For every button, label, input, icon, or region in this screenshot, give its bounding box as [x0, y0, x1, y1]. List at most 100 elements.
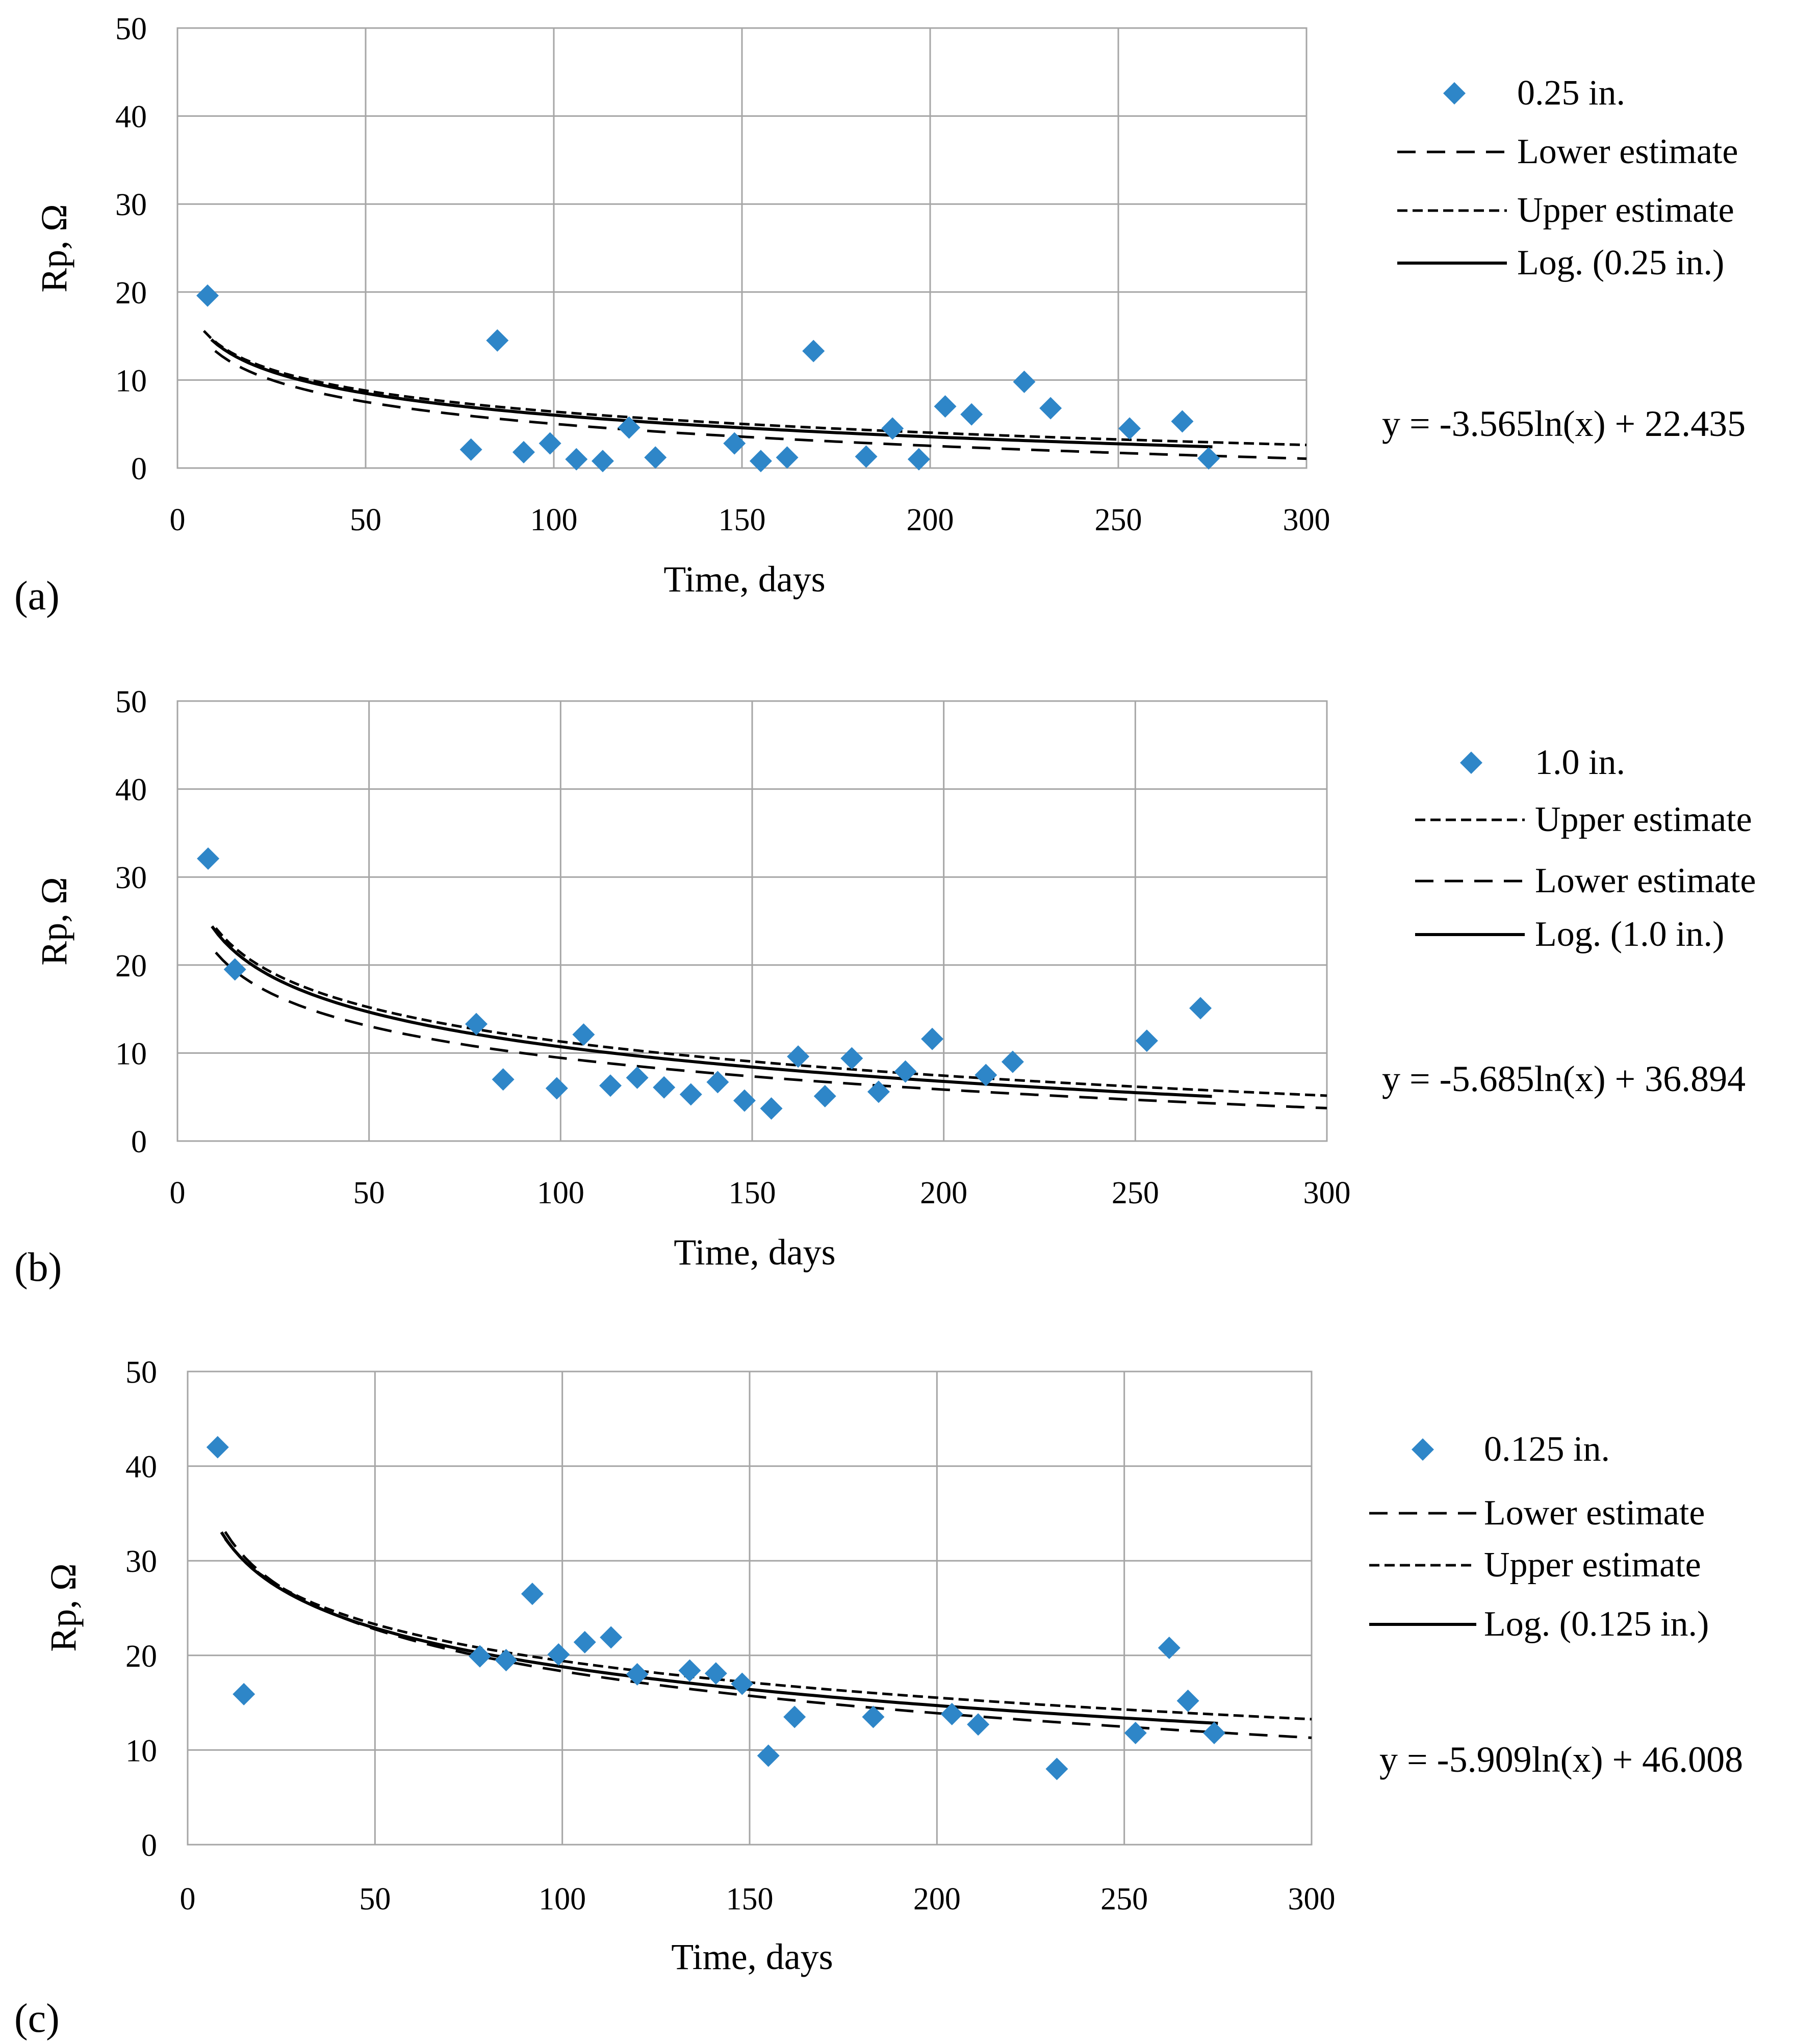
legend-label: Upper estimate	[1517, 191, 1734, 230]
data-point	[565, 448, 588, 471]
x-tick-label: 150	[729, 1176, 776, 1210]
y-tick-label: 0	[131, 452, 147, 486]
data-point	[573, 1631, 596, 1653]
data-point	[678, 1659, 701, 1682]
data-point	[1124, 1721, 1147, 1744]
data-point	[1202, 1721, 1225, 1744]
x-tick-label: 300	[1283, 503, 1330, 537]
y-tick-label: 10	[115, 1037, 147, 1071]
data-point	[1045, 1757, 1068, 1780]
data-point	[679, 1083, 702, 1106]
data-point	[757, 1744, 780, 1767]
data-point	[545, 1077, 568, 1100]
y-tick-label: 50	[125, 1355, 157, 1390]
data-point	[975, 1064, 997, 1086]
legend-label: 0.125 in.	[1484, 1430, 1610, 1469]
panel-b: 0 50 100 150 200 250 300 0 10 20 30 40 50 Time, days R…	[14, 685, 1756, 1290]
panel-c: 0 50 100 150 200 250 300 0 10 20 30 40 50 Time, days R…	[14, 1355, 1743, 2041]
data-point	[1039, 397, 1062, 420]
x-tick-label: 50	[359, 1882, 391, 1917]
x-axis-title: Time, days	[663, 559, 825, 600]
data-point	[521, 1583, 544, 1606]
data-point	[197, 847, 220, 870]
y-tick-label: 40	[125, 1450, 157, 1485]
x-tick-label: 50	[350, 503, 381, 537]
x-axis-title: Time, days	[674, 1232, 835, 1273]
y-tick-label: 0	[131, 1125, 147, 1159]
x-tick-label: 100	[539, 1882, 586, 1917]
data-point	[862, 1705, 885, 1728]
trendline-equation: y = -5.685ln(x) + 36.894	[1382, 1058, 1746, 1099]
data-point	[626, 1663, 649, 1686]
x-tick-label: 100	[530, 503, 578, 537]
x-tick-label: 50	[353, 1176, 385, 1210]
data-point	[749, 450, 772, 473]
data-point	[599, 1074, 622, 1097]
data-point	[881, 417, 904, 440]
x-tick-label: 300	[1303, 1176, 1351, 1210]
y-tick-label: 40	[115, 100, 147, 135]
y-tick-label: 50	[115, 12, 147, 46]
series-line	[220, 1531, 1218, 1725]
x-tick-label: 100	[537, 1176, 584, 1210]
y-tick-label: 50	[115, 685, 147, 719]
y-tick-label: 0	[141, 1828, 157, 1863]
data-point	[907, 448, 930, 471]
data-point	[465, 1013, 488, 1036]
y-tick-label: 20	[115, 949, 147, 984]
x-tick-label: 250	[1100, 1882, 1148, 1917]
data-point	[1176, 1689, 1199, 1712]
data-point	[600, 1626, 623, 1649]
data-point	[1158, 1636, 1181, 1659]
series-line	[215, 951, 1327, 1109]
data-point	[867, 1080, 890, 1103]
data-point	[469, 1645, 492, 1668]
data-point	[644, 446, 667, 469]
data-point	[618, 416, 640, 439]
series-line	[210, 338, 1213, 449]
legend-marker	[1460, 752, 1482, 774]
series-line	[224, 1538, 1312, 1721]
data-point	[723, 432, 746, 455]
data-point	[539, 432, 561, 455]
data-point	[1118, 417, 1141, 440]
x-tick-label: 300	[1288, 1882, 1336, 1917]
data-point	[512, 441, 535, 463]
panel-a: 0 50 100 150 200 250 300 0 10 20 30 40 50 Time, days R…	[14, 12, 1746, 618]
y-tick-label: 30	[125, 1544, 157, 1579]
legend-label: Upper estimate	[1535, 800, 1752, 839]
legend-marker	[1412, 1438, 1434, 1461]
data-point	[547, 1643, 570, 1666]
y-axis-title: Rp, Ω	[34, 877, 74, 966]
data-point	[704, 1662, 727, 1685]
y-tick-label: 30	[115, 188, 147, 222]
data-point	[706, 1071, 729, 1094]
x-tick-label: 0	[170, 503, 186, 537]
data-point	[233, 1683, 255, 1705]
panel-label: (c)	[14, 1996, 60, 2041]
data-point	[760, 1097, 783, 1120]
data-point	[1135, 1029, 1158, 1052]
data-point	[486, 329, 509, 352]
data-point	[1013, 370, 1036, 393]
x-tick-label: 0	[170, 1176, 186, 1210]
x-tick-label: 150	[719, 503, 766, 537]
data-point	[1189, 997, 1212, 1020]
legend-marker	[1443, 82, 1466, 105]
legend-label: Lower estimate	[1484, 1493, 1705, 1533]
x-tick-label: 250	[1112, 1176, 1159, 1210]
data-point	[960, 403, 983, 426]
legend-label: Upper estimate	[1484, 1545, 1701, 1585]
x-tick-label: 200	[920, 1176, 967, 1210]
data-point	[591, 450, 614, 473]
legend-label: Log. (0.25 in.)	[1517, 243, 1724, 282]
trendline-equation: y = -5.909ln(x) + 46.008	[1379, 1739, 1743, 1780]
legend-label: Lower estimate	[1535, 861, 1756, 900]
data-point	[572, 1023, 595, 1046]
data-point	[967, 1713, 990, 1736]
x-tick-label: 0	[180, 1882, 196, 1917]
data-point	[653, 1076, 676, 1099]
data-point	[492, 1068, 515, 1091]
y-tick-label: 40	[115, 773, 147, 808]
